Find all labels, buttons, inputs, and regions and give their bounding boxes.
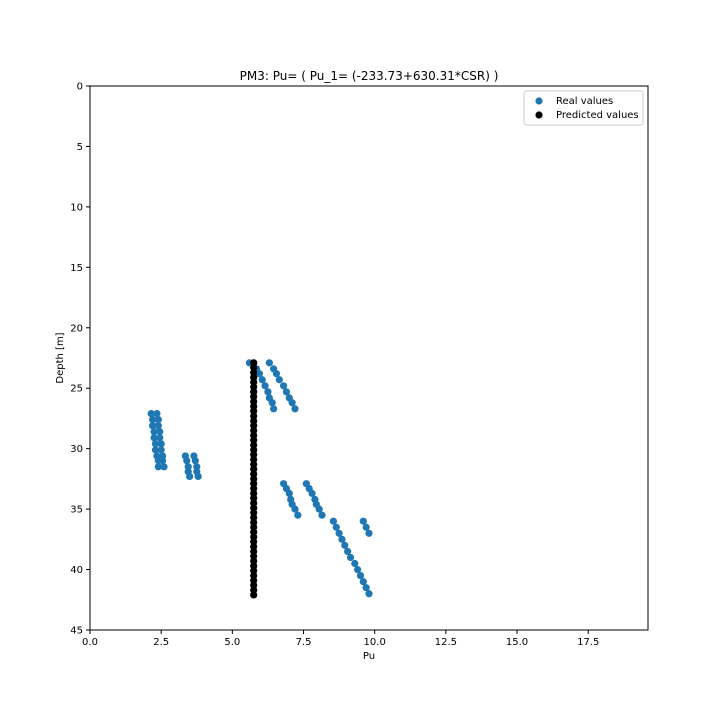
series-real-values [147,359,373,598]
data-points [147,359,373,599]
real-value-point [315,505,323,513]
real-value-point [158,457,167,465]
y-tick-label: 20 [70,323,83,334]
x-tick-label: 15.0 [506,637,528,648]
x-tick-label: 0.0 [82,637,98,648]
plot-frame [89,85,649,631]
real-value-point [272,370,281,378]
real-value-point [318,511,326,519]
x-tick-label: 5.0 [224,637,240,648]
y-tick-label: 10 [70,202,83,213]
real-value-point [149,416,157,424]
legend-label-predicted: Predicted values [556,110,639,121]
y-tick-label: 35 [70,505,83,516]
y-tick-label: 0 [77,82,83,93]
real-value-point [194,472,202,481]
real-value-point [282,388,291,396]
chart-title: PM3: Pu= ( Pu_1= (-233.73+630.31*CSR) ) [240,69,499,83]
x-axis: 0.0 2.5 5.0 7.5 10.0 12.5 15.0 17.5 [82,630,599,648]
real-value-point [338,535,346,543]
real-value-point [270,405,278,413]
y-tick-label: 15 [70,263,83,274]
real-value-point [156,428,164,436]
real-value-point [359,517,367,525]
y-axis: 0 5 10 15 20 25 30 35 40 45 [70,82,90,637]
real-value-point [156,434,164,442]
real-value-point [265,359,273,367]
y-axis-label: Depth [m] [55,332,66,383]
real-value-point [261,382,269,390]
real-value-point [258,376,266,384]
real-value-point [160,463,168,471]
real-value-point [153,410,161,418]
real-value-point [191,457,199,465]
real-value-point [362,523,370,531]
x-tick-label: 7.5 [296,637,312,648]
real-value-point [335,529,343,537]
y-tick-label: 30 [70,444,83,455]
real-value-point [150,434,158,442]
plot-area [89,85,649,631]
legend-label-real: Real values [556,96,613,107]
real-value-point [344,547,352,556]
real-value-point [354,565,362,574]
real-value-point [351,559,359,568]
real-value-point [268,399,276,407]
y-tick-label: 40 [70,565,83,576]
real-value-point [341,541,349,549]
legend-box [523,90,644,126]
real-value-point [365,529,373,537]
real-value-point [183,457,191,465]
y-tick-label: 45 [70,626,83,637]
x-tick-label: 2.5 [153,637,169,648]
y-tick-label: 25 [70,384,83,395]
real-value-point [150,428,158,436]
real-value-point [275,376,283,384]
real-value-point [157,440,165,448]
real-value-point [154,422,162,430]
real-value-point [362,584,370,592]
real-value-point [365,590,373,598]
real-value-point [359,578,367,586]
real-value-point [294,511,302,519]
real-value-point [264,388,272,396]
real-value-point [147,410,155,418]
y-tick-label: 5 [77,142,83,153]
x-tick-label: 12.5 [435,637,457,648]
real-value-point [154,416,162,424]
real-value-point [151,446,160,454]
x-tick-label: 10.0 [364,637,386,648]
real-value-point [291,505,299,513]
real-value-point [308,489,316,497]
x-axis-label: Pu [363,651,375,662]
real-value-point [149,422,157,430]
real-value-point [332,523,340,531]
real-value-point [285,489,293,497]
real-value-point [279,382,288,390]
legend-marker-real [535,97,543,105]
real-value-point [255,370,263,378]
x-tick-label: 17.5 [577,637,599,648]
series-predicted-values [250,359,258,599]
predicted-value-point [250,591,258,599]
real-value-point [154,463,162,471]
legend: Real values Predicted values [523,90,644,126]
real-value-point [356,572,365,580]
real-value-point [346,553,355,562]
real-value-point [186,472,194,481]
legend-marker-predicted [535,111,543,119]
real-value-point [288,399,296,407]
real-value-point [157,446,165,454]
real-value-point [329,517,338,525]
real-value-point [151,440,160,448]
real-value-point [291,405,299,413]
